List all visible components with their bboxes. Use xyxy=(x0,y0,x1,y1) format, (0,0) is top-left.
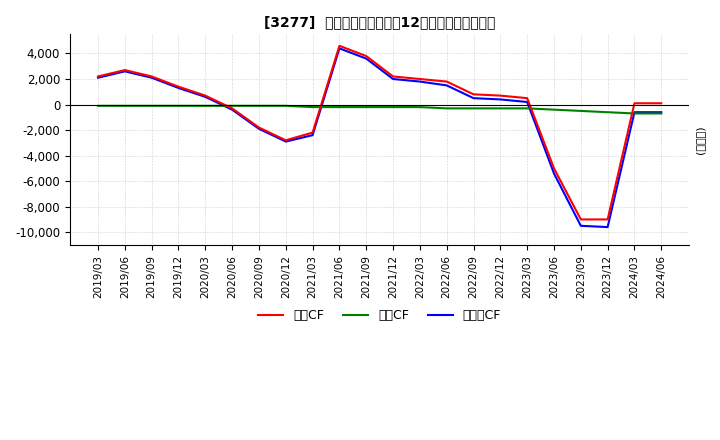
営業CF xyxy=(362,53,371,59)
投資CF xyxy=(228,103,236,108)
フリーCF xyxy=(120,69,129,74)
フリーCF xyxy=(94,75,102,81)
営業CF xyxy=(148,74,156,79)
フリーCF xyxy=(657,110,665,115)
フリーCF xyxy=(228,107,236,112)
フリーCF xyxy=(362,56,371,61)
営業CF xyxy=(174,84,183,89)
営業CF xyxy=(630,101,639,106)
フリーCF xyxy=(469,95,478,101)
投資CF xyxy=(148,103,156,108)
フリーCF xyxy=(549,171,558,176)
営業CF xyxy=(228,106,236,111)
フリーCF xyxy=(389,77,397,82)
投資CF xyxy=(496,106,505,111)
営業CF xyxy=(577,217,585,222)
営業CF xyxy=(603,217,612,222)
営業CF xyxy=(201,93,210,98)
営業CF xyxy=(549,166,558,171)
フリーCF xyxy=(148,75,156,81)
Title: [3277]  キャッシュフローの12か月移動合計の推移: [3277] キャッシュフローの12か月移動合計の推移 xyxy=(264,15,495,29)
投資CF xyxy=(174,103,183,108)
営業CF xyxy=(255,125,264,130)
営業CF xyxy=(308,130,317,135)
フリーCF xyxy=(335,46,343,51)
営業CF xyxy=(415,77,424,82)
投資CF xyxy=(549,107,558,112)
フリーCF xyxy=(308,132,317,138)
営業CF xyxy=(282,138,290,143)
投資CF xyxy=(120,103,129,108)
営業CF xyxy=(657,101,665,106)
フリーCF xyxy=(255,126,264,132)
投資CF xyxy=(308,104,317,110)
投資CF xyxy=(362,104,371,110)
投資CF xyxy=(282,103,290,108)
投資CF xyxy=(389,104,397,110)
フリーCF xyxy=(496,97,505,102)
Line: 投資CF: 投資CF xyxy=(98,106,661,114)
営業CF xyxy=(335,43,343,48)
投資CF xyxy=(469,106,478,111)
フリーCF xyxy=(577,223,585,228)
フリーCF xyxy=(415,79,424,84)
投資CF xyxy=(415,104,424,110)
フリーCF xyxy=(603,224,612,230)
Y-axis label: (百万円): (百万円) xyxy=(695,125,705,154)
投資CF xyxy=(94,103,102,108)
フリーCF xyxy=(174,85,183,91)
営業CF xyxy=(389,74,397,79)
投資CF xyxy=(657,111,665,116)
投資CF xyxy=(442,106,451,111)
Legend: 営業CF, 投資CF, フリーCF: 営業CF, 投資CF, フリーCF xyxy=(253,304,506,327)
フリーCF xyxy=(282,139,290,144)
投資CF xyxy=(630,111,639,116)
フリーCF xyxy=(442,83,451,88)
営業CF xyxy=(94,74,102,79)
フリーCF xyxy=(523,99,531,105)
投資CF xyxy=(577,108,585,114)
Line: フリーCF: フリーCF xyxy=(98,48,661,227)
フリーCF xyxy=(201,94,210,99)
投資CF xyxy=(523,106,531,111)
営業CF xyxy=(120,67,129,73)
フリーCF xyxy=(630,110,639,115)
営業CF xyxy=(496,93,505,98)
投資CF xyxy=(335,104,343,110)
投資CF xyxy=(255,103,264,108)
投資CF xyxy=(603,110,612,115)
営業CF xyxy=(442,79,451,84)
営業CF xyxy=(469,92,478,97)
営業CF xyxy=(523,95,531,101)
Line: 営業CF: 営業CF xyxy=(98,46,661,220)
投資CF xyxy=(201,103,210,108)
